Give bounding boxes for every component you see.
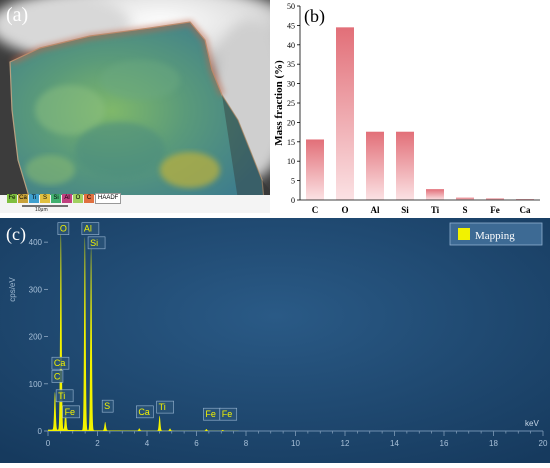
legend-element-si: Si <box>51 194 61 203</box>
peak-label-box <box>136 405 154 419</box>
peak-label-box <box>57 222 70 235</box>
legend-element-ca: Ca <box>18 194 28 203</box>
element-map-image <box>0 0 270 213</box>
panel-a-label: (a) <box>6 4 29 26</box>
bar-c <box>306 139 324 200</box>
bar-fe <box>486 198 504 200</box>
peak-label: Si <box>90 238 98 248</box>
y-tick-label: 45 <box>287 21 295 30</box>
x-tick-label: 0 <box>46 439 51 448</box>
y-tick-label: 400 <box>29 238 43 247</box>
bar-al <box>366 131 384 200</box>
peak-label-box <box>51 356 70 370</box>
x-tick-label: 18 <box>489 439 498 448</box>
legend-element-ti: Ti <box>29 194 39 203</box>
peak-label: Ca <box>138 407 150 417</box>
legend-mapping-label: Mapping <box>475 230 515 242</box>
x-tick-label: Ca <box>520 205 531 215</box>
spectrum-y-axis-label: cps/eV <box>8 277 17 302</box>
peak-label-box <box>81 222 100 235</box>
legend-element-s: S <box>40 194 50 203</box>
legend-haadf: HAADF <box>95 193 122 204</box>
legend-element-fe: Fe <box>7 194 17 203</box>
panel-b-bar-chart: 0 5 10 15 20 25 30 35 40 45 50 C O Al Si Ti S Fe Ca Mass … <box>272 0 550 218</box>
peak-label: Fe <box>222 409 233 419</box>
peak-label-box <box>62 405 80 419</box>
x-tick-label: 16 <box>440 439 449 448</box>
peak-label: Ti <box>58 391 65 401</box>
peak-label-box <box>101 399 114 413</box>
y-tick-label: 25 <box>287 99 295 108</box>
y-axis-label: Mass fraction (%) <box>273 60 285 146</box>
y-tick-label: 100 <box>29 380 43 389</box>
spectrum-x-axis-label: keV <box>525 419 539 428</box>
y-tick-label: 35 <box>287 60 295 69</box>
x-tick-label: 14 <box>390 439 399 448</box>
panel-c-spectrum: 0 100 200 300 400 0 2 4 6 8 10 12 14 16 18 20 O Al Si Ca C… <box>0 218 550 463</box>
x-tick-label: 2 <box>95 439 100 448</box>
x-tick-label: Fe <box>490 205 500 215</box>
bar-chart-svg: 0 5 10 15 20 25 30 35 40 45 50 C O Al Si Ti S Fe Ca Mass … <box>273 2 540 215</box>
panel-a-map: (a) Fe Ca Ti S Si Al O C HAADF 10μm <box>0 0 270 213</box>
y-tick-label: 300 <box>29 285 43 294</box>
peak-label: C <box>54 371 61 381</box>
x-tick-label: Al <box>371 205 380 215</box>
peak-label: Ca <box>54 358 66 368</box>
peak-label-box <box>219 407 238 421</box>
element-legend: Fe Ca Ti S Si Al O C HAADF <box>7 193 122 204</box>
x-tick-label: 20 <box>539 439 548 448</box>
scale-bar-label: 10μm <box>35 207 48 213</box>
peak-label: S <box>104 401 110 411</box>
y-tick-label: 50 <box>287 2 295 11</box>
y-tick-label: 20 <box>287 118 295 127</box>
peak-label-box <box>55 389 74 403</box>
y-tick-label: 10 <box>287 157 295 166</box>
y-tick-label: 0 <box>291 196 295 205</box>
x-tick-label: 12 <box>341 439 350 448</box>
x-tick-label: S <box>462 205 467 215</box>
bar-s <box>456 197 474 200</box>
spectrum-svg: 0 100 200 300 400 0 2 4 6 8 10 12 14 16 18 20 O Al Si Ca C… <box>0 218 550 463</box>
x-tick-label: 4 <box>145 439 150 448</box>
peak-label: O <box>60 224 67 234</box>
x-tick-label: O <box>341 205 348 215</box>
peak-label-box <box>156 400 174 414</box>
bar-o <box>336 27 354 201</box>
peak-label: Ti <box>159 402 166 412</box>
x-tick-label: 10 <box>291 439 300 448</box>
peak-label: Fe <box>65 407 76 417</box>
y-tick-label: 15 <box>287 138 295 147</box>
y-tick-label: 40 <box>287 41 295 50</box>
legend-element-c: C <box>84 194 94 203</box>
y-tick-label: 30 <box>287 80 295 89</box>
peak-label: Fe <box>205 409 216 419</box>
peak-label: Al <box>84 224 92 234</box>
panel-b-label: (b) <box>304 6 325 27</box>
spectrum-legend: Mapping <box>449 222 543 246</box>
x-tick-label: Ti <box>431 205 440 215</box>
peak-label-box <box>51 370 64 383</box>
bar-ti <box>426 189 444 200</box>
panel-c-label: (c) <box>6 224 26 245</box>
y-tick-label: 5 <box>291 177 295 186</box>
x-tick-label: 8 <box>244 439 249 448</box>
legend-element-al: Al <box>62 194 72 203</box>
legend-element-o: O <box>73 194 83 203</box>
y-tick-label: 0 <box>38 427 43 436</box>
x-tick-label: C <box>312 205 319 215</box>
peak-label-box <box>87 236 106 250</box>
x-tick-label: Si <box>401 205 409 215</box>
bar-si <box>396 131 414 200</box>
legend-swatch <box>458 228 470 240</box>
y-tick-label: 200 <box>29 333 43 342</box>
x-tick-label: 6 <box>194 439 199 448</box>
